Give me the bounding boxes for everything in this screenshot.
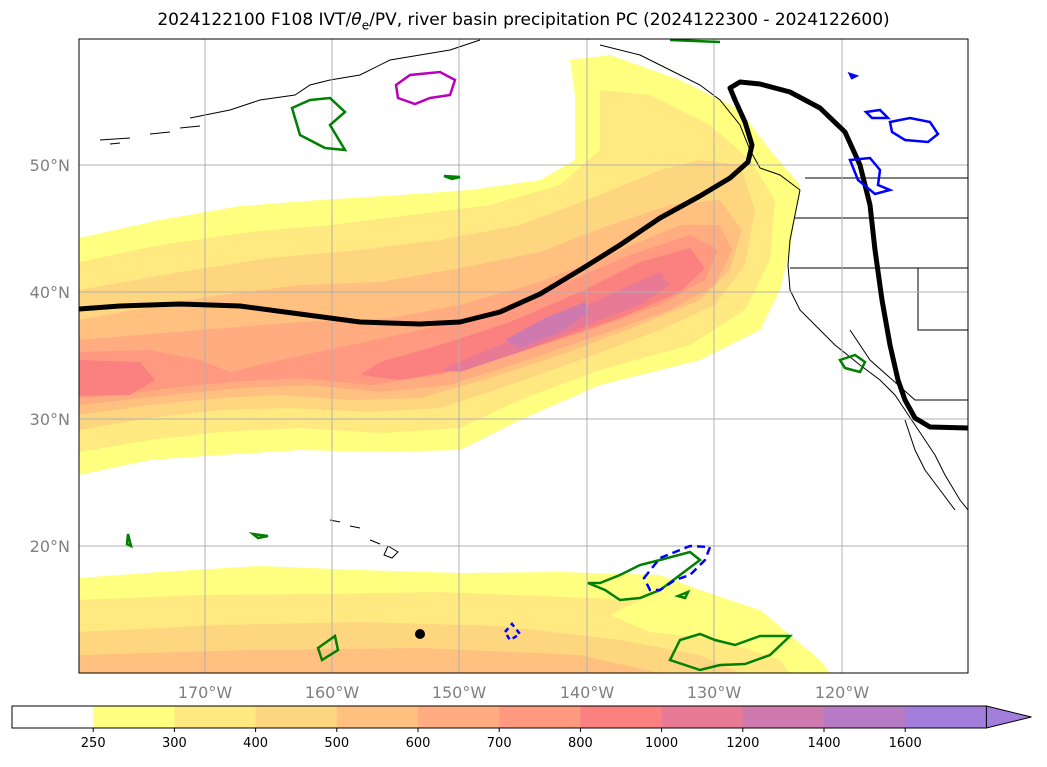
colorbar-segment [742, 706, 825, 728]
ivt-band-1200 [505, 302, 590, 348]
colorbar-tick-label: 1400 [807, 736, 840, 751]
colorbar-segment [905, 706, 987, 728]
coastlines [99, 39, 968, 559]
colorbar-extend-arrow [985, 705, 1032, 729]
colorbar-segment [499, 706, 581, 728]
ivt-fill-layer [79, 55, 830, 673]
map-frame [78, 38, 969, 674]
colorbar-tick-label: 700 [487, 736, 512, 751]
colorbar-segment [174, 706, 257, 728]
island-dot [415, 629, 425, 639]
lat-tick: 20°N [30, 537, 70, 556]
lat-tick: 50°N [30, 156, 70, 175]
longitude-labels: 170°W 160°W 150°W 140°W 130°W 120°W [178, 683, 870, 702]
lon-tick: 130°W [687, 683, 742, 702]
colorbar-segment [93, 706, 175, 728]
aleutian-islands [99, 125, 201, 145]
colorbar-tick-label: 250 [81, 736, 106, 751]
graticule [79, 39, 968, 673]
pv-magenta-contour [394, 70, 457, 106]
us-west-coast [787, 189, 968, 511]
alaska-coast [189, 39, 481, 119]
bc-alaska-panhandle [599, 44, 801, 191]
colorbar-tick-label: 600 [406, 736, 431, 751]
theta-e-contour [79, 79, 968, 431]
colorbar-tick-label: 1200 [726, 736, 759, 751]
ivt-band-600 [79, 225, 732, 405]
latitude-labels: 50°N 40°N 30°N 20°N [30, 156, 70, 556]
colorbar-tick-label: 1600 [889, 736, 922, 751]
colorbar-segment [336, 706, 419, 728]
lon-tick: 140°W [560, 683, 615, 702]
colorbar-segment [580, 706, 663, 728]
lon-tick: 150°W [432, 683, 487, 702]
lon-tick: 170°W [178, 683, 233, 702]
chart-title: 2024122100 F108 IVT/θe/PV, river basin p… [157, 10, 890, 33]
colorbar-tick-label: 400 [243, 736, 268, 751]
colorbar-segment [418, 706, 500, 728]
lat-tick: 30°N [30, 410, 70, 429]
baja-california [904, 419, 956, 511]
pv-positive-contours [125, 39, 867, 672]
colorbar-tick-label: 300 [162, 736, 187, 751]
colorbar: 250 300 400 500 600 700 800 1000 1200 1400 1600 [11, 705, 1032, 751]
pv-negative-contours [503, 71, 940, 642]
colorbar-segment [661, 706, 744, 728]
hawaii-islands [329, 519, 399, 559]
lon-tick: 160°W [305, 683, 360, 702]
colorbar-segment [824, 706, 906, 728]
colorbar-segment [255, 706, 338, 728]
ivt-band-500-south [79, 648, 660, 673]
lat-tick: 40°N [30, 283, 70, 302]
lon-tick: 120°W [815, 683, 870, 702]
colorbar-tick-label: 800 [568, 736, 593, 751]
colorbar-segment [12, 706, 94, 728]
colorbar-tick-label: 1000 [645, 736, 678, 751]
colorbar-tick-label: 500 [324, 736, 349, 751]
